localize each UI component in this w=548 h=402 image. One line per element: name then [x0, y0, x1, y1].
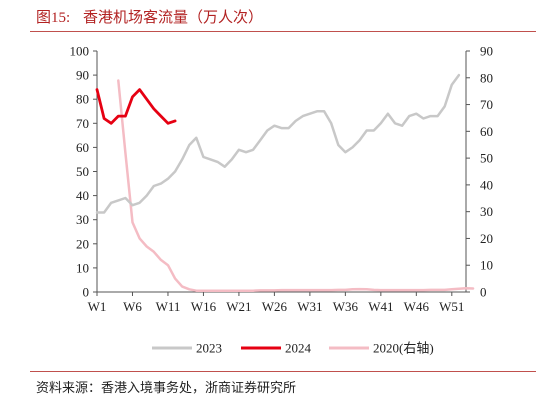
x-tick-label: W36	[333, 299, 359, 314]
top-rule	[30, 31, 536, 32]
x-tick-label: W26	[262, 299, 288, 314]
x-tick-label: W46	[404, 299, 430, 314]
series-line-2023	[95, 73, 461, 214]
left-y-tick-label: 100	[70, 44, 90, 59]
left-y-tick-label: 20	[76, 236, 89, 251]
left-y-tick-label: 80	[76, 92, 89, 107]
x-tick-label: W11	[156, 299, 181, 314]
x-tick-label: W1	[88, 299, 107, 314]
figure-title: 图15: 香港机场客流量（万人次）	[36, 6, 263, 27]
right-y-tick-label: 60	[480, 124, 493, 139]
source-note: 资料来源：香港入境事务处，浙商证券研究所	[36, 381, 297, 396]
legend-label-2024: 2024	[285, 341, 312, 356]
left-y-tick-label: 40	[76, 188, 89, 203]
x-tick-label: W31	[297, 299, 322, 314]
x-tick-label: W51	[439, 299, 464, 314]
right-y-tick-label: 20	[480, 231, 493, 246]
right-y-tick-label: 40	[480, 177, 493, 192]
right-y-tick-label: 30	[480, 204, 493, 219]
bottom-rule	[30, 371, 536, 372]
x-tick-label: W6	[123, 299, 142, 314]
right-y-tick-label: 80	[480, 70, 493, 85]
left-y-tick-label: 90	[76, 68, 89, 83]
figure-title-text: 香港机场客流量（万人次）	[82, 8, 263, 26]
right-y-tick-label: 0	[480, 285, 487, 300]
legend-label-2023: 2023	[196, 341, 222, 356]
right-y-tick-label: 10	[480, 258, 493, 273]
left-y-tick-label: 0	[83, 285, 90, 300]
series-line-2024	[95, 88, 177, 125]
axes: 0 10 20 30 40 50 60 70 80 90 100 0 10 20 30 40 50 60 70 80 9…	[70, 44, 494, 315]
left-y-tick-label: 30	[76, 212, 89, 227]
left-y-tick-label: 50	[76, 164, 89, 179]
x-tick-label: W41	[368, 299, 393, 314]
x-tick-label: W16	[191, 299, 217, 314]
left-y-tick-label: 70	[76, 116, 89, 131]
right-y-tick-label: 50	[480, 151, 493, 166]
figure-label: 图15:	[36, 10, 71, 26]
left-y-tick-label: 10	[76, 260, 89, 275]
series-lines	[95, 73, 475, 292]
series-line-2020	[117, 79, 475, 292]
legend-label-2020: 2020(右轴)	[373, 341, 434, 356]
left-y-tick-label: 60	[76, 140, 89, 155]
x-tick-label: W21	[226, 299, 251, 314]
legend: 2023 2024 2020(右轴)	[152, 341, 434, 356]
right-y-tick-label: 70	[480, 97, 493, 112]
right-y-tick-label: 90	[480, 44, 493, 59]
